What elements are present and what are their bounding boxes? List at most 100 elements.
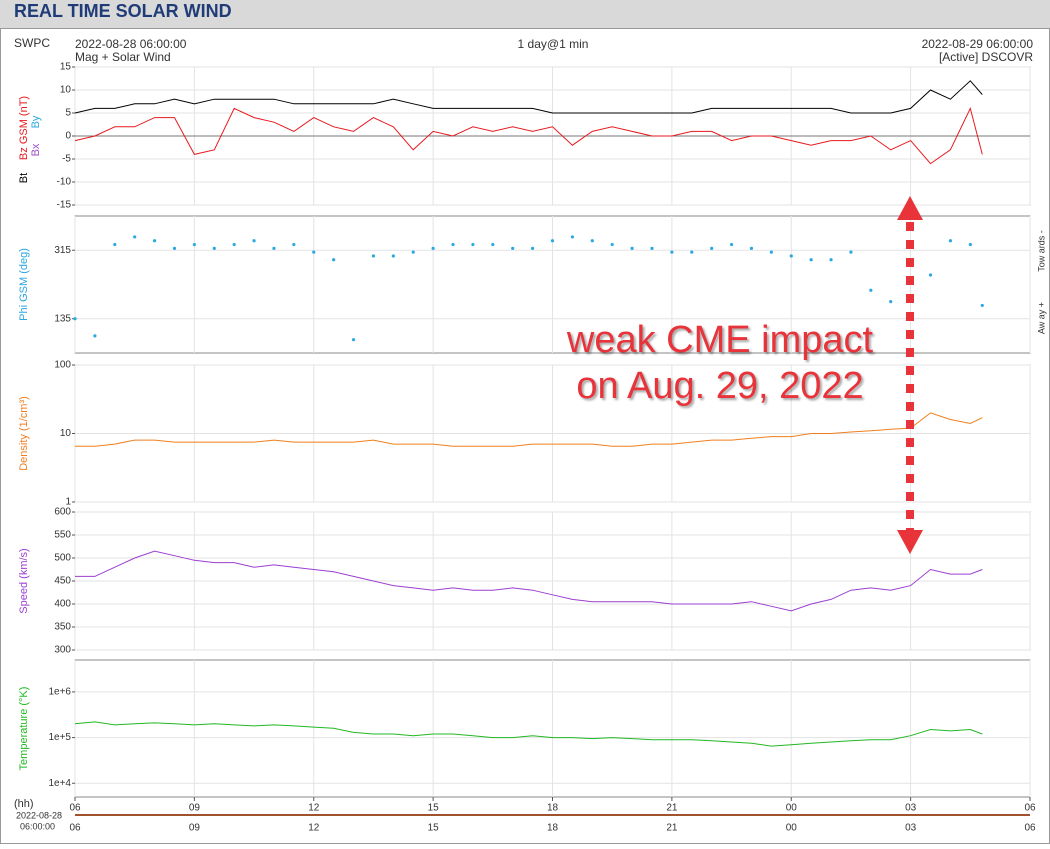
x-tick-label: 18: [547, 823, 559, 834]
data-point: [980, 303, 984, 308]
data-point: [769, 250, 773, 254]
y-tick-label: 0: [65, 131, 71, 142]
y-tick-label: 5: [65, 108, 71, 119]
x-tick-label: 21: [666, 823, 678, 834]
y-tick-label: 600: [54, 507, 71, 518]
y-axis-label: Bz GSM (nT): [18, 96, 30, 160]
plots: -15 -10 -5 0 5 10 15 Bt Bz GSM (nT) Bx By 135 315 Phi…: [18, 62, 1046, 834]
data-point: [710, 246, 714, 250]
x-tick-label: 00: [786, 823, 798, 834]
data-point: [312, 250, 316, 254]
data-line: [75, 412, 983, 447]
x-tick-label: 12: [308, 803, 320, 814]
data-point: [73, 317, 77, 321]
x-tick-label: 03: [905, 823, 917, 834]
data-point: [630, 246, 634, 250]
data-point: [789, 254, 793, 258]
x-tick-label: 21: [666, 803, 678, 814]
y-axis-label: Temperature (°K): [18, 687, 30, 771]
start-time: 2022-08-28 06:00:00: [75, 37, 187, 51]
x-tick-label: 06: [69, 823, 81, 834]
y-tick-label: 135: [54, 313, 71, 324]
data-point: [968, 242, 972, 247]
page-title: REAL TIME SOLAR WIND: [14, 1, 232, 21]
y-tick-label: 10: [60, 85, 72, 96]
data-point: [252, 239, 256, 243]
data-point: [948, 239, 953, 243]
x-tick-label: 09: [189, 823, 201, 834]
data-point: [809, 258, 813, 262]
y-axis-label: Bt: [18, 173, 30, 183]
data-point: [212, 246, 216, 250]
data-point: [232, 242, 236, 247]
annotation-line: weak CME impact: [566, 319, 874, 361]
x-tick-label: 06: [69, 803, 81, 814]
x-tick-label: 15: [428, 803, 440, 814]
data-point: [928, 273, 933, 277]
resolution: 1 day@1 min: [518, 37, 589, 51]
y-axis-label: Phi GSM (deg): [18, 248, 30, 321]
data-point: [570, 235, 574, 239]
x-tick-label: 18: [547, 803, 559, 814]
y-tick-label: 10: [60, 428, 72, 439]
data-point: [590, 239, 594, 243]
data-line: [74, 106, 983, 165]
data-point: [351, 338, 356, 342]
data-point: [531, 246, 535, 250]
data-point: [889, 300, 893, 304]
x-unit: (hh): [14, 798, 34, 810]
data-point: [332, 258, 336, 262]
y-axis-label: Density (1/cm³): [18, 396, 30, 471]
data-point: [371, 254, 376, 258]
satellite: [Active] DSCOVR: [939, 50, 1033, 64]
y-tick-label: 550: [54, 530, 71, 541]
data-point: [292, 242, 296, 247]
y-tick-label: 1e+6: [48, 687, 71, 698]
data-point: [172, 246, 177, 250]
end-time: 2022-08-29 06:00:00: [922, 37, 1034, 51]
y-tick-label: 1e+5: [48, 732, 71, 743]
data-point: [272, 246, 276, 250]
data-point: [749, 246, 754, 250]
x-tick-label: 00: [786, 803, 798, 814]
y-tick-label: 315: [54, 245, 71, 256]
x-tick-label: 03: [905, 803, 917, 814]
data-point: [471, 242, 475, 247]
x-tick-label: 15: [428, 823, 440, 834]
data-point: [133, 235, 137, 239]
source: SWPC: [14, 36, 50, 50]
y-tick-label: 450: [54, 576, 71, 587]
y-tick-label: 100: [54, 360, 71, 371]
data-point: [391, 254, 395, 258]
title-bar: [0, 0, 1050, 28]
data-point: [869, 288, 873, 292]
y-tick-label: 15: [60, 62, 72, 73]
annotation-line: on Aug. 29, 2022: [576, 365, 863, 407]
data-point: [93, 334, 97, 338]
data-point: [511, 246, 515, 250]
data-point: [670, 250, 674, 254]
y-axis-label: Speed (km/s): [18, 548, 30, 613]
data-line: [74, 80, 983, 114]
subtitle: Mag + Solar Wind: [75, 50, 171, 64]
x-tick-label: 12: [308, 823, 320, 834]
side-label: Aw ay +: [1036, 302, 1046, 334]
cme-arrow: [897, 196, 923, 554]
y-tick-label: -15: [57, 200, 72, 211]
x-tick-label: 09: [189, 803, 201, 814]
y-tick-label: 300: [54, 645, 71, 656]
data-point: [729, 242, 734, 247]
y-tick-label: -5: [62, 154, 71, 165]
data-point: [829, 258, 833, 262]
data-point: [411, 250, 415, 254]
arrow-head-down: [897, 530, 923, 554]
y-axis-label: By: [30, 115, 42, 128]
bottom-date: 2022-08-28: [16, 810, 62, 820]
x-tick-label: 06: [1024, 803, 1036, 814]
data-point: [550, 239, 555, 243]
data-point: [451, 242, 455, 247]
y-tick-label: 1: [65, 497, 71, 508]
data-point: [431, 246, 435, 250]
y-axis-label: Bx: [30, 143, 42, 156]
